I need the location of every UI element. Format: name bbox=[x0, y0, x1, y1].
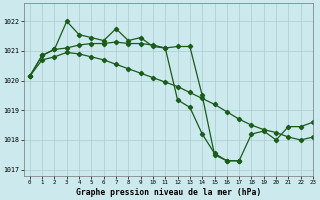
X-axis label: Graphe pression niveau de la mer (hPa): Graphe pression niveau de la mer (hPa) bbox=[76, 188, 261, 197]
